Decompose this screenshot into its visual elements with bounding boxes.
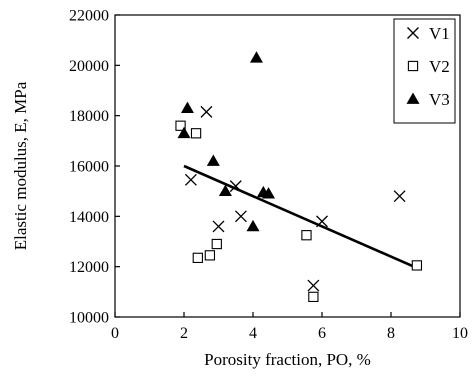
legend-label-v2: V2 [429, 57, 450, 76]
trendline [183, 164, 418, 270]
x-tick-label: 8 [387, 325, 395, 342]
legend-box [393, 18, 456, 124]
series-v1 [184, 105, 406, 292]
data-point [262, 187, 276, 199]
data-point [190, 128, 202, 139]
series-v2 [175, 120, 423, 303]
legend-marker-v3 [406, 92, 420, 104]
data-point [212, 220, 225, 233]
axis-ticks: 0 2 4 6 8 10 10000 12000 14000 16000 18000 20000 220… [69, 8, 468, 343]
y-axis-label: Elastic modulus, E, MPa [11, 81, 30, 250]
y-tick-label: 12000 [69, 259, 109, 276]
y-tick-label: 16000 [69, 159, 109, 176]
y-tick-label: 18000 [69, 108, 109, 125]
data-point [307, 279, 320, 292]
data-point [175, 120, 186, 131]
y-tick-label: 22000 [69, 8, 109, 25]
legend-marker-v1 [407, 27, 419, 39]
data-point [411, 260, 423, 271]
data-point [308, 291, 319, 303]
legend-label-v3: V3 [429, 90, 450, 109]
data-point [206, 154, 220, 166]
data-point [301, 230, 312, 241]
x-tick-label: 2 [180, 325, 188, 342]
x-tick-label: 0 [111, 325, 119, 342]
y-tick-label: 14000 [69, 209, 109, 226]
series-v3 [177, 51, 276, 232]
y-tick-label: 20000 [69, 58, 109, 75]
x-tick-label: 4 [249, 325, 257, 342]
data-point [200, 105, 213, 118]
data-points-layer [175, 51, 423, 303]
legend-marker-v2 [407, 60, 419, 72]
data-point [316, 215, 328, 228]
data-point [180, 101, 194, 113]
y-tick-label: 10000 [69, 310, 109, 327]
data-point [246, 219, 260, 232]
data-point [234, 210, 247, 223]
trendline-layer [183, 164, 418, 270]
data-point [211, 238, 222, 250]
x-axis-label: Porosity fraction, PO, % [204, 350, 371, 369]
data-point [204, 250, 216, 261]
data-point [249, 51, 263, 63]
data-point [218, 184, 232, 197]
data-point [184, 173, 197, 186]
legend-label-v1: V1 [429, 24, 450, 43]
legend: V1 V2 V3 [393, 18, 456, 124]
data-point [192, 252, 203, 264]
data-point [393, 190, 406, 203]
x-tick-label: 10 [452, 325, 468, 342]
x-tick-label: 6 [318, 325, 326, 342]
data-point [177, 126, 191, 139]
data-point [229, 180, 242, 193]
